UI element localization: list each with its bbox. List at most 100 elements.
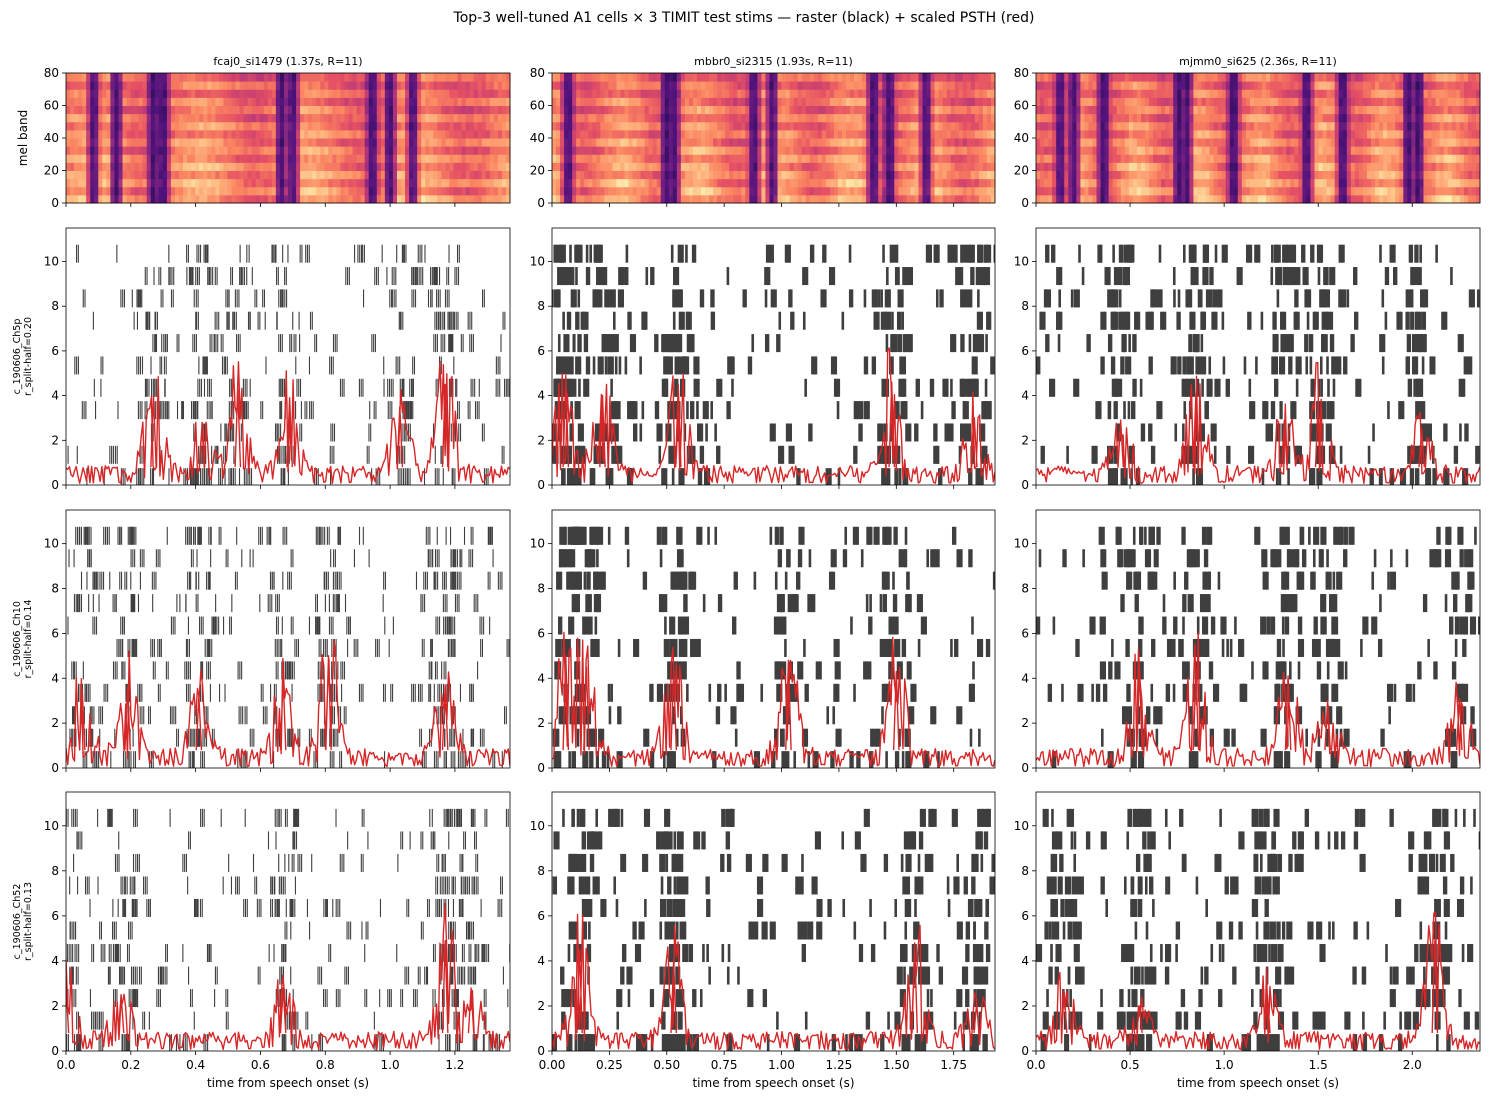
spectrogram-cell — [918, 73, 924, 82]
spectrogram-cell — [1136, 186, 1142, 196]
spectrogram-cell — [150, 178, 156, 188]
spectrogram-cell — [974, 194, 980, 204]
spectrogram-cell — [1108, 194, 1114, 204]
spectrogram-cell — [656, 138, 662, 147]
spectrogram-cell — [86, 138, 91, 147]
spectrogram-cell — [1290, 81, 1295, 90]
spectrogram-cell — [1237, 186, 1243, 196]
spectrogram-cell — [1233, 81, 1239, 90]
spectrogram-cell — [986, 129, 992, 139]
spectrogram-cell — [1258, 97, 1263, 107]
spectrogram-cell — [878, 154, 883, 163]
spectrogram-cell — [560, 97, 565, 107]
spectrogram-cell — [620, 170, 625, 180]
spectrogram-cell — [1270, 81, 1275, 90]
spectrogram-cell — [862, 89, 867, 98]
spectrogram-cell — [1266, 154, 1271, 163]
spectrogram-cell — [1201, 97, 1207, 107]
spectrogram-cell — [489, 186, 495, 196]
spectrogram-cell — [616, 162, 621, 172]
spectrogram-cell — [785, 73, 791, 82]
spectrogram-cell — [1330, 73, 1336, 82]
spectrogram-cell — [227, 113, 232, 123]
spectrogram-cell — [604, 154, 609, 163]
spectrogram-cell — [477, 186, 483, 196]
spectrogram-cell — [1362, 138, 1368, 147]
spectrogram-cell — [392, 129, 398, 139]
spectrogram-cell — [138, 113, 144, 123]
spectrogram-cell — [974, 138, 980, 147]
spectrogram-cell — [1173, 113, 1178, 123]
spectrogram-cell — [497, 121, 503, 131]
spectrogram-cell — [199, 129, 204, 139]
spectrogram-cell — [737, 97, 742, 107]
spectrogram-cell — [688, 178, 694, 188]
spectrogram-cell — [122, 138, 128, 147]
spectrogram-cell — [497, 170, 503, 180]
spectrogram-cell — [676, 121, 682, 131]
spectrogram-cell — [1169, 73, 1174, 82]
spectrogram-cell — [862, 186, 867, 196]
spectrogram-cell — [978, 89, 984, 98]
spectrogram-cell — [713, 121, 718, 131]
spectrogram-cell — [576, 121, 581, 131]
spectrogram-cell — [405, 154, 410, 163]
spectrogram-cell — [1217, 121, 1223, 131]
spectrogram-cell — [701, 81, 706, 90]
spectrogram-cell — [433, 113, 438, 123]
spectrogram-cell — [409, 105, 414, 115]
spectrogram-cell — [733, 186, 738, 196]
spectrogram-cell — [789, 170, 795, 180]
spectrogram-cell — [733, 105, 738, 115]
spectrogram-cell — [243, 162, 249, 172]
spectrogram-cell — [850, 129, 855, 139]
spectrogram-cell — [648, 138, 654, 147]
spectrogram-cell — [469, 138, 475, 147]
spectrogram-cell — [1181, 178, 1186, 188]
spectrogram-cell — [946, 105, 952, 115]
spectrogram-cell — [741, 81, 746, 90]
spectrogram-cell — [1205, 162, 1211, 172]
spectrogram-cell — [733, 129, 738, 139]
spectrogram-cell — [604, 129, 609, 139]
spectrogram-cell — [473, 146, 479, 155]
spectrogram-cell — [477, 162, 483, 172]
spectrogram-cell — [604, 113, 609, 123]
spectrogram-cell — [320, 73, 325, 82]
spectrogram-cell — [138, 170, 144, 180]
spectrogram-cell — [926, 178, 932, 188]
spectrogram-cell — [866, 89, 871, 98]
spectrogram-cell — [1237, 178, 1243, 188]
spectrogram-cell — [1330, 162, 1336, 172]
spectrogram-cell — [741, 89, 746, 98]
spectrogram-cell — [1229, 121, 1235, 131]
spectrogram-cell — [672, 73, 678, 82]
spectrogram-cell — [1040, 138, 1045, 147]
spectrogram-cell — [946, 154, 952, 163]
spectrogram-cell — [356, 194, 362, 204]
spectrogram-cell — [801, 138, 807, 147]
spectrogram-cell — [705, 105, 710, 115]
spectrogram-cell — [616, 146, 621, 155]
spectrogram-cell — [1233, 178, 1239, 188]
spectrogram-cell — [259, 81, 265, 90]
spectrogram-cell — [74, 105, 79, 115]
spectrogram-cell — [78, 129, 83, 139]
spectrogram-cell — [1040, 194, 1045, 204]
spectrogram-cell — [170, 154, 176, 163]
spectrogram-cell — [70, 178, 75, 188]
y-tick-label: 0 — [51, 196, 59, 210]
spectrogram-cell — [1237, 105, 1243, 115]
spectrogram-cell — [705, 121, 710, 131]
spectrogram-cell — [576, 178, 581, 188]
spectrogram-cell — [364, 170, 370, 180]
spectrogram-cell — [122, 121, 128, 131]
spectrogram-cell — [1379, 154, 1384, 163]
spectrogram-cell — [1149, 129, 1154, 139]
spectrogram-cell — [672, 194, 678, 204]
spectrogram-cell — [890, 138, 895, 147]
spectrogram-cell — [1213, 105, 1219, 115]
spectrogram-cell — [817, 73, 823, 82]
spectrogram-cell — [777, 121, 783, 131]
spectrogram-cell — [94, 154, 99, 163]
